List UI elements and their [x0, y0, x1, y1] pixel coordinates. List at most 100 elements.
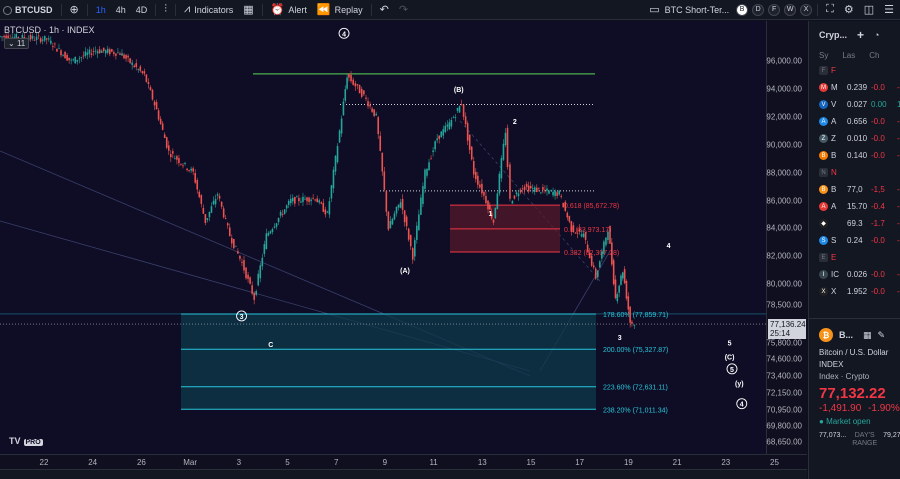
watchlist-row[interactable]: ◆ 69.3 -1.7 -2: [809, 215, 900, 232]
coin-icon: A: [819, 202, 828, 211]
candle-body: [90, 53, 93, 56]
candle-body: [350, 74, 352, 82]
redo-icon[interactable]: ↷: [398, 4, 409, 16]
candle-body: [316, 198, 318, 203]
candle-body: [208, 211, 211, 218]
candle-body: [401, 198, 404, 210]
candle-body: [594, 268, 597, 279]
candle-body: [371, 108, 373, 112]
layout-grid-icon[interactable]: ▦: [243, 4, 254, 16]
row-chg: -0.0: [871, 134, 885, 143]
candle-body: [304, 198, 306, 200]
chart-pane[interactable]: 178.60% (77,859.71) 200.00% (75,327.87) 22…: [0, 21, 766, 454]
column-last[interactable]: Las: [842, 50, 856, 60]
grid-icon[interactable]: ▦: [863, 329, 872, 340]
quick-button-d[interactable]: D: [752, 3, 765, 16]
alert-button[interactable]: ⏰ Alert: [266, 0, 312, 20]
overlay-count-badge[interactable]: ⌄ 11: [4, 38, 30, 49]
divider: [175, 3, 177, 16]
interval-4h[interactable]: 4h: [115, 4, 126, 15]
quick-button-w[interactable]: W: [784, 3, 797, 16]
watchlist-row[interactable]: XX 1.952-0.0 -3: [809, 283, 900, 300]
layout-name-button[interactable]: ▭ BTC Short-Ter...: [644, 0, 734, 20]
row-last: 1.952: [847, 287, 868, 296]
candle-body: [167, 145, 170, 151]
candle-body: [21, 35, 24, 40]
edit-icon[interactable]: ✎: [877, 329, 886, 340]
watchlist-title[interactable]: Cryp...: [819, 29, 848, 40]
candle-body: [271, 229, 274, 233]
watchlist-row[interactable]: MM 0.239-0.0 -3: [809, 79, 900, 96]
watchlist-row[interactable]: IIC 0.026-0.0 -4: [809, 266, 900, 283]
coin-icon: X: [819, 287, 828, 296]
price-tick: 96,000.00: [766, 56, 802, 66]
candle-body: [393, 213, 396, 220]
watchlist-row[interactable]: BB 0.140-0.0 -3: [809, 147, 900, 164]
candle-body: [196, 180, 199, 190]
day-high: 79,27...: [883, 432, 900, 439]
replay-button[interactable]: ⏪ Replay: [312, 0, 368, 20]
price-chart[interactable]: 178.60% (77,859.71)200.00% (75,327.87)22…: [0, 21, 766, 454]
candle-body: [94, 50, 97, 52]
price-tick: 90,000.00: [766, 140, 802, 150]
candle-body: [540, 192, 542, 194]
chart-type-icon[interactable]: ⫶: [164, 3, 168, 15]
column-symbol[interactable]: Sy: [819, 50, 829, 60]
candle-body: [222, 208, 225, 218]
time-axis[interactable]: 22 24 26 Mar 3 5 7 9 11 13 15 17 19 21 23 25: [0, 454, 807, 469]
watchlist-row[interactable]: AA 15.70-0.4 -3: [809, 198, 900, 215]
detail-symbol[interactable]: B...: [839, 330, 854, 340]
add-symbol-icon[interactable]: ⊕: [69, 4, 79, 16]
watchlist-icon[interactable]: ☰: [884, 4, 894, 16]
symbol-search-button[interactable]: BTCUSD: [0, 0, 58, 20]
candle-body: [0, 36, 1, 37]
candle-body: [296, 196, 298, 198]
top-toolbar: BTCUSD ⊕ 1h 4h 4D ⫶ ⩘ Indicators ▦ ⏰ Ale…: [0, 0, 900, 20]
watchlist-row[interactable]: AA 0.656-0.0 -2: [809, 113, 900, 130]
undo-icon[interactable]: ↶: [379, 4, 389, 16]
detail-change-value: -1,491.90: [819, 403, 862, 414]
candle-body: [580, 234, 583, 237]
candle-body: [31, 35, 34, 39]
plus-icon[interactable]: +: [857, 27, 865, 42]
detail-price: 77,132.22: [819, 385, 886, 402]
candle-body: [385, 191, 388, 212]
candle-body: [214, 199, 217, 205]
quick-button-b[interactable]: B: [736, 3, 749, 16]
interval-1h[interactable]: 1h: [95, 4, 106, 15]
more-icon[interactable]: ◔: [874, 29, 880, 40]
fib-extension-label: 223.60% (72,631.11): [603, 385, 668, 392]
coin-icon: A: [819, 117, 828, 126]
candle-body: [623, 269, 626, 284]
candle-body: [62, 54, 64, 56]
column-change[interactable]: Ch: [869, 50, 880, 60]
coin-icon: ◆: [819, 219, 828, 228]
indicators-button[interactable]: ⩘ Indicators: [179, 0, 238, 20]
snapshot-icon[interactable]: ◫: [863, 4, 875, 16]
candle-body: [332, 169, 335, 189]
row-last: 69.3: [847, 219, 863, 228]
watchlist-row[interactable]: SS 0.24 -0.0 -2: [809, 232, 900, 249]
quick-button-x[interactable]: X: [800, 3, 813, 16]
settings-icon[interactable]: ⚙: [843, 4, 854, 16]
tradingview-logo[interactable]: TV PRO: [6, 436, 43, 446]
interval-4d[interactable]: 4D: [135, 4, 148, 15]
chevron-down-icon: ⌄: [8, 39, 17, 48]
candle-body: [428, 162, 430, 171]
watchlist-row[interactable]: BB 77,0 -1,5 -1: [809, 181, 900, 198]
row-symbol: B: [831, 151, 837, 160]
price-axis[interactable]: 96,000.00 94,000.00 92,000.00 90,000.00 88,0…: [766, 21, 807, 454]
row-pct: -4: [897, 270, 900, 279]
watchlist-row[interactable]: ZZ 0.010-0.0 -3: [809, 130, 900, 147]
candle-body: [434, 141, 436, 150]
wave-label: 5: [730, 367, 734, 374]
candle-body: [84, 51, 87, 57]
quick-button-f[interactable]: F: [768, 3, 781, 16]
price-tick: 75,800.00: [766, 338, 802, 348]
row-last: 77,0: [847, 185, 863, 194]
fullscreen-icon[interactable]: ⛶: [826, 3, 834, 15]
